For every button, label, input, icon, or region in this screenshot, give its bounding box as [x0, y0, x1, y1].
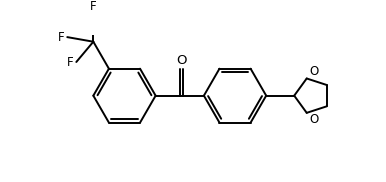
Text: F: F	[67, 56, 74, 69]
Text: F: F	[90, 0, 96, 13]
Text: O: O	[176, 54, 186, 67]
Text: O: O	[309, 113, 318, 126]
Text: O: O	[309, 65, 318, 78]
Text: F: F	[58, 31, 65, 44]
